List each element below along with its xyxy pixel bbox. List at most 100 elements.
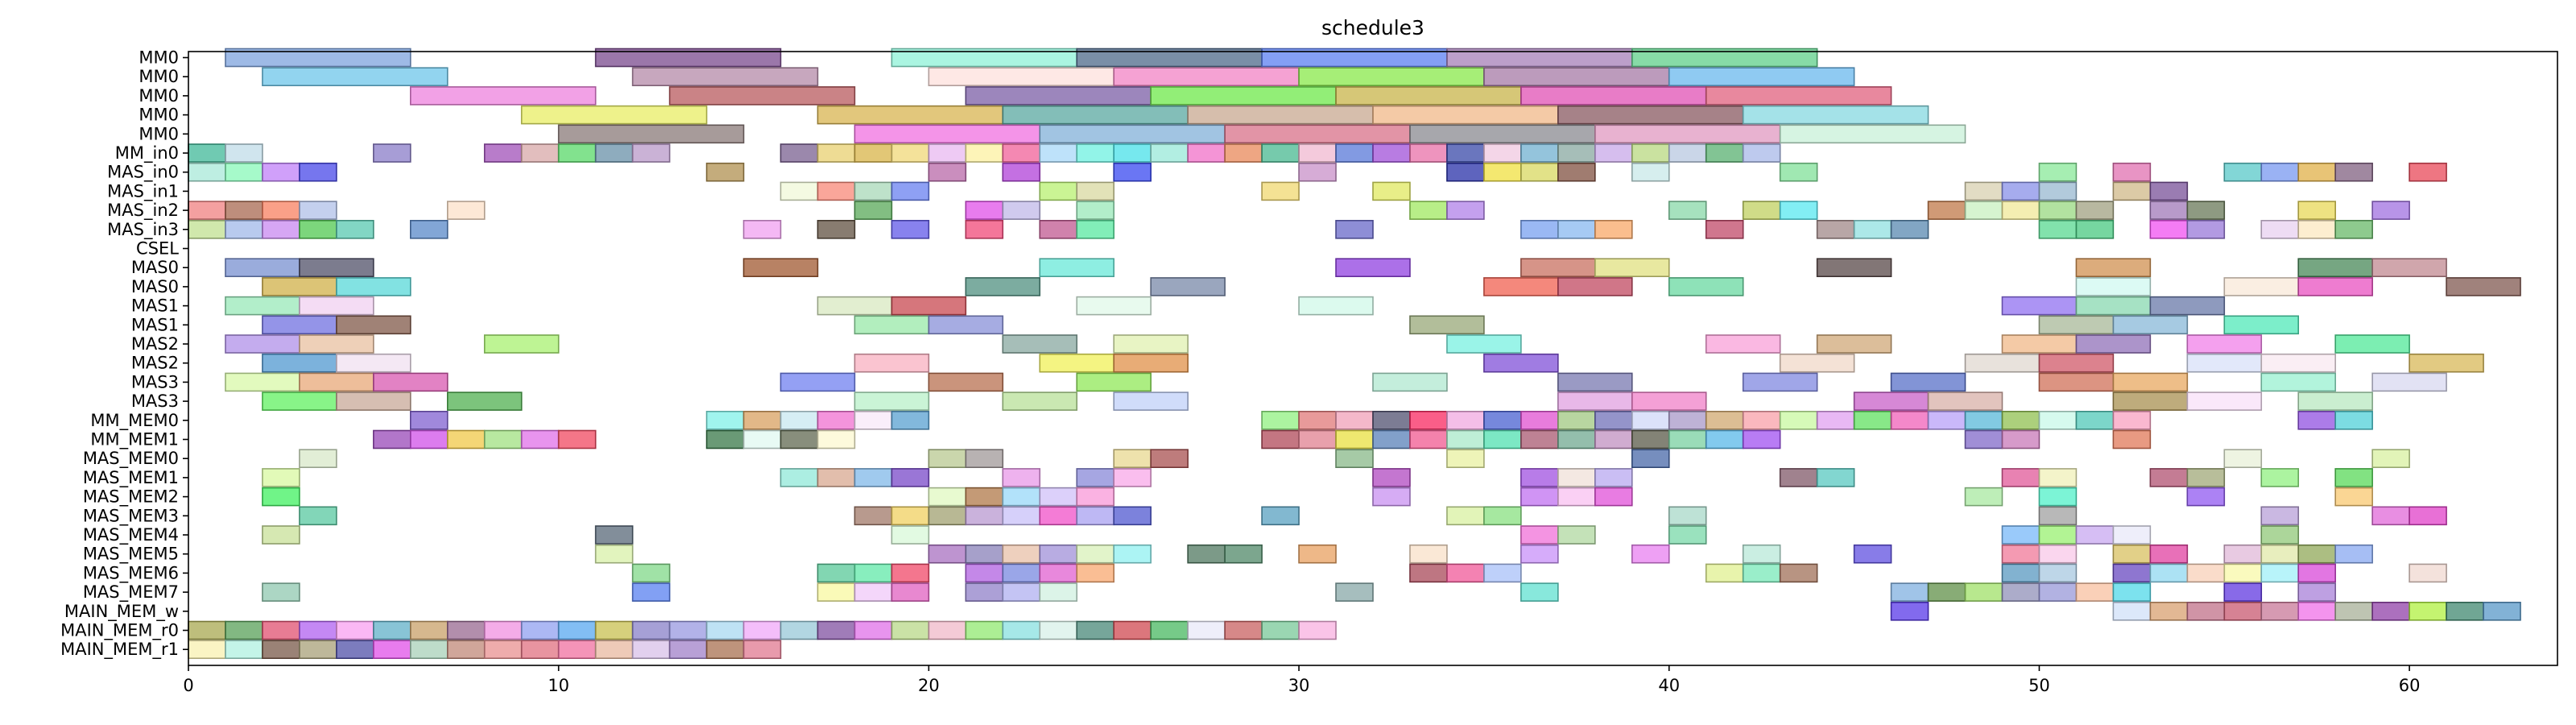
task-bar-500 (742, 640, 782, 660)
task-bar-341 (1372, 487, 1411, 507)
task-bar-14 (410, 86, 597, 106)
task-bar-268 (1853, 410, 1892, 430)
task-bar-108 (299, 201, 337, 220)
y-tick-label-13: MAS1 (131, 296, 179, 316)
y-tick-label-9: MAS_in3 (107, 220, 179, 240)
task-bar-395 (2149, 544, 2189, 564)
task-bar-354 (1002, 506, 1041, 526)
task-bar-324 (1520, 468, 1559, 487)
task-bar-414 (2001, 563, 2041, 583)
task-bar-213 (1964, 353, 2041, 373)
task-bar-253 (1298, 410, 1337, 430)
task-bar-137 (965, 219, 1004, 239)
task-bar-217 (2409, 353, 2484, 373)
task-bar-335 (262, 487, 300, 507)
task-bar-292 (1409, 429, 1448, 450)
task-bar-259 (1520, 410, 1559, 430)
task-bar-468 (705, 620, 745, 640)
task-bar-173 (2075, 277, 2152, 296)
task-bar-63 (1520, 143, 1559, 163)
task-bar-40 (557, 143, 597, 163)
task-bar-290 (1335, 429, 1374, 450)
task-bar-153 (2297, 219, 2336, 239)
task-bar-313 (2223, 449, 2263, 469)
task-bar-131 (299, 219, 337, 239)
task-bar-207 (336, 353, 411, 373)
task-bar-87 (2223, 162, 2263, 182)
task-bar-59 (1372, 143, 1411, 163)
task-bar-472 (854, 620, 893, 640)
task-bar-183 (2001, 296, 2078, 316)
task-bar-145 (1816, 219, 1855, 239)
task-bar-448 (2297, 601, 2336, 621)
task-bar-127 (2371, 201, 2410, 220)
task-bar-215 (2186, 353, 2263, 373)
task-bar-331 (2149, 468, 2189, 487)
task-bar-9 (928, 67, 1115, 86)
task-bar-303 (2001, 429, 2041, 450)
bars-layer (188, 48, 2521, 660)
task-bar-51 (1076, 143, 1115, 163)
task-bar-412 (1742, 563, 1781, 583)
task-bar-427 (891, 582, 930, 602)
task-bar-444 (2149, 601, 2189, 621)
y-tick-label-16: MAS2 (131, 354, 179, 373)
task-bar-177 (225, 296, 300, 316)
task-bar-299 (1668, 429, 1707, 450)
y-tick-label-19: MM_MEM0 (90, 411, 179, 431)
task-bar-334 (2334, 468, 2373, 487)
task-bar-367 (594, 525, 634, 545)
task-bar-192 (2112, 315, 2189, 335)
task-bar-22 (817, 105, 1004, 125)
task-bar-269 (1890, 410, 1929, 430)
task-bar-227 (1890, 372, 1966, 392)
task-bar-274 (2075, 410, 2115, 430)
task-bar-143 (1594, 219, 1633, 239)
y-tick-label-30: MAIN_MEM_r0 (60, 621, 179, 641)
task-bar-471 (817, 620, 856, 640)
task-bar-258 (1483, 410, 1522, 430)
task-bar-220 (373, 372, 449, 392)
task-bar-178 (299, 296, 374, 316)
task-bar-438 (2075, 582, 2115, 602)
task-bar-387 (1409, 544, 1448, 564)
task-bar-205 (2334, 334, 2410, 354)
task-bar-225 (1557, 372, 1633, 392)
y-tick-label-11: MAS0 (131, 258, 179, 277)
task-bar-307 (965, 449, 1004, 469)
task-bar-98 (1261, 181, 1300, 201)
task-bar-147 (1890, 219, 1929, 239)
task-bar-15 (668, 86, 856, 106)
task-bar-68 (1705, 143, 1744, 163)
task-bar-364 (2371, 506, 2410, 526)
task-bar-129 (225, 219, 263, 239)
task-bar-276 (2297, 410, 2336, 430)
task-bar-475 (965, 620, 1004, 640)
task-bar-286 (779, 429, 819, 450)
task-bar-109 (446, 201, 486, 220)
task-bar-326 (1594, 468, 1633, 487)
task-bar-266 (1779, 410, 1818, 430)
task-bar-459 (373, 620, 411, 640)
task-bar-353 (965, 506, 1004, 526)
task-bar-389 (1631, 544, 1670, 564)
task-bar-458 (336, 620, 374, 640)
task-bar-429 (1002, 582, 1041, 602)
task-bar-350 (854, 506, 893, 526)
task-bar-29 (854, 124, 1041, 144)
x-tick-label-0: 0 (183, 676, 193, 695)
task-bar-378 (928, 544, 967, 564)
task-bar-405 (1002, 563, 1041, 583)
task-bar-83 (1631, 162, 1670, 182)
task-bar-462 (483, 620, 523, 640)
task-bar-243 (2186, 392, 2263, 411)
y-tick-label-14: MAS1 (131, 315, 179, 334)
task-bar-302 (1964, 429, 2003, 450)
task-bar-491 (410, 640, 449, 660)
task-bar-39 (520, 143, 560, 163)
task-bar-69 (1742, 143, 1781, 163)
task-bar-229 (2112, 372, 2189, 392)
task-bar-327 (1779, 468, 1818, 487)
task-bar-169 (1150, 277, 1226, 296)
y-tick-label-18: MAS3 (131, 392, 179, 411)
